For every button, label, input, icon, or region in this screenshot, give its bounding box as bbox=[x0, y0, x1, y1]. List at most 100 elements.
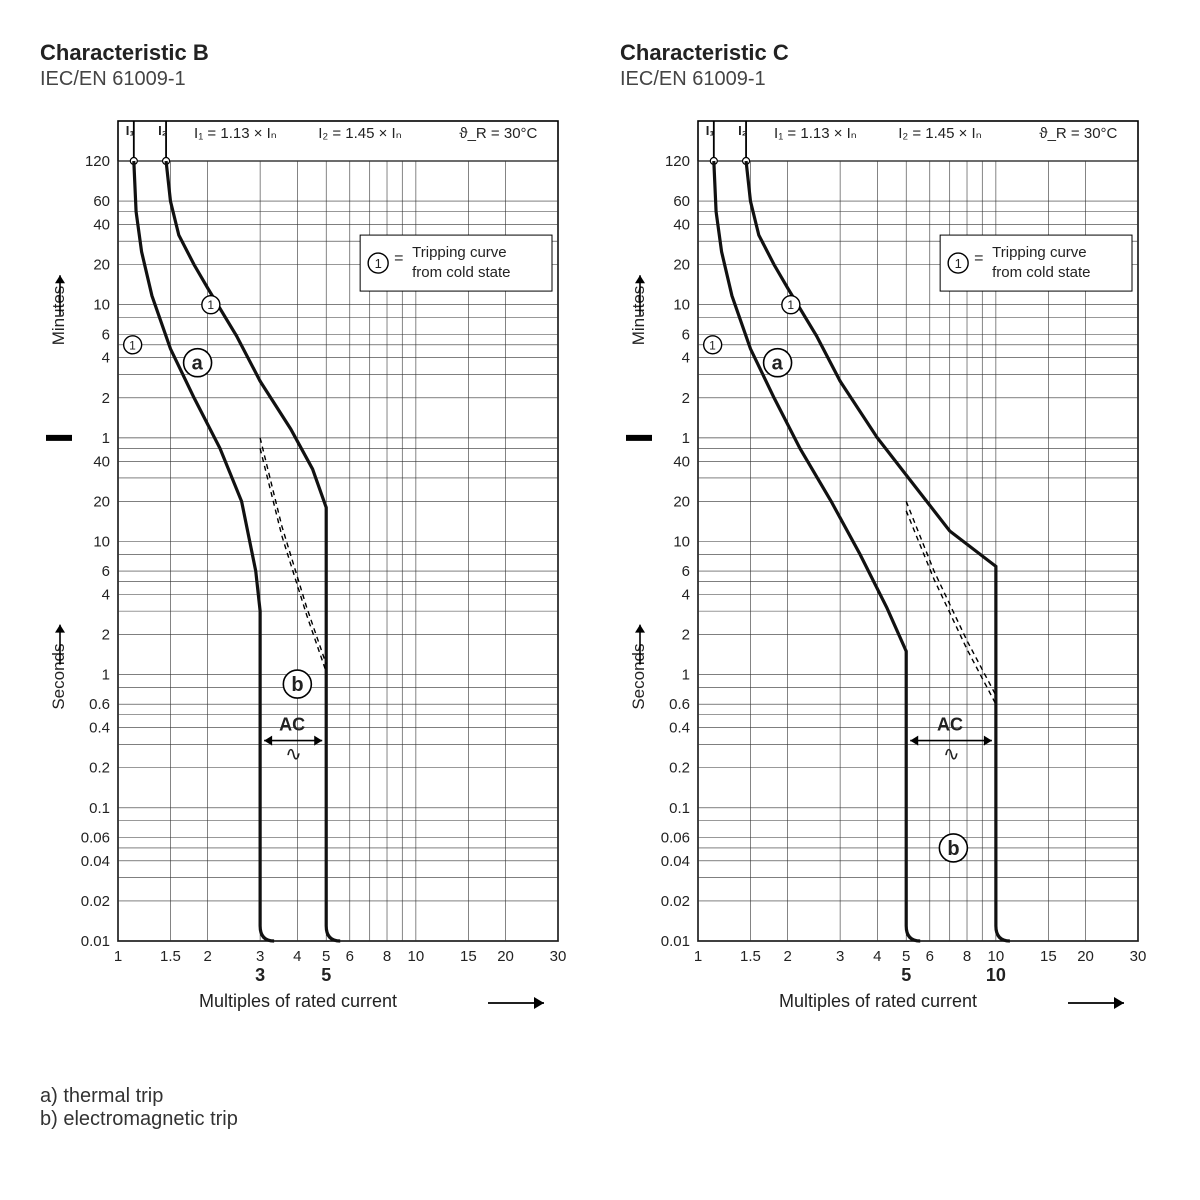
svg-text:Seconds: Seconds bbox=[629, 643, 648, 709]
trip-curve-chart-B: I₁I₂I₁ = 1.13 × IₙI₂ = 1.45 × Iₙϑ_R = 30… bbox=[40, 101, 580, 1061]
svg-text:10: 10 bbox=[93, 534, 110, 551]
svg-text:a: a bbox=[192, 353, 204, 375]
svg-text:I₂: I₂ bbox=[158, 123, 168, 138]
svg-text:=: = bbox=[974, 250, 983, 267]
svg-text:4: 4 bbox=[293, 948, 301, 965]
svg-text:30: 30 bbox=[550, 948, 567, 965]
svg-text:∿: ∿ bbox=[285, 744, 302, 766]
svg-text:from cold state: from cold state bbox=[992, 264, 1090, 281]
svg-text:60: 60 bbox=[673, 193, 690, 210]
svg-text:I₁ = 1.13 × Iₙ: I₁ = 1.13 × Iₙ bbox=[194, 125, 277, 142]
svg-text:10: 10 bbox=[988, 948, 1005, 965]
svg-text:I₁ = 1.13 × Iₙ: I₁ = 1.13 × Iₙ bbox=[774, 125, 857, 142]
svg-text:Minutes: Minutes bbox=[629, 286, 648, 346]
svg-text:Multiples of rated current: Multiples of rated current bbox=[779, 991, 977, 1011]
svg-text:0.4: 0.4 bbox=[669, 720, 690, 737]
svg-text:0.01: 0.01 bbox=[81, 933, 110, 950]
svg-text:0.2: 0.2 bbox=[89, 760, 110, 777]
svg-text:4: 4 bbox=[682, 350, 690, 367]
svg-text:Tripping curve: Tripping curve bbox=[412, 244, 506, 261]
svg-text:20: 20 bbox=[93, 493, 110, 510]
svg-text:I₁: I₁ bbox=[706, 123, 715, 138]
svg-text:10: 10 bbox=[673, 297, 690, 314]
svg-text:2: 2 bbox=[783, 948, 791, 965]
svg-text:1.5: 1.5 bbox=[160, 948, 181, 965]
svg-text:I₁: I₁ bbox=[126, 123, 135, 138]
svg-text:15: 15 bbox=[1040, 948, 1057, 965]
svg-text:1.5: 1.5 bbox=[740, 948, 761, 965]
svg-text:0.06: 0.06 bbox=[81, 829, 110, 846]
svg-text:5: 5 bbox=[902, 948, 910, 965]
svg-text:5: 5 bbox=[321, 965, 331, 985]
svg-text:Tripping curve: Tripping curve bbox=[992, 244, 1086, 261]
svg-text:2: 2 bbox=[203, 948, 211, 965]
svg-text:5: 5 bbox=[901, 965, 911, 985]
svg-text:Multiples of rated current: Multiples of rated current bbox=[199, 991, 397, 1011]
svg-text:a: a bbox=[772, 353, 784, 375]
svg-text:0.02: 0.02 bbox=[81, 893, 110, 910]
svg-text:6: 6 bbox=[102, 563, 110, 580]
svg-text:∿: ∿ bbox=[943, 744, 960, 766]
svg-text:1: 1 bbox=[102, 667, 110, 684]
svg-text:I₂ = 1.45 × Iₙ: I₂ = 1.45 × Iₙ bbox=[318, 125, 402, 142]
svg-text:3: 3 bbox=[256, 948, 264, 965]
svg-text:4: 4 bbox=[873, 948, 881, 965]
svg-text:0.4: 0.4 bbox=[89, 720, 110, 737]
svg-text:2: 2 bbox=[682, 390, 690, 407]
svg-text:0.1: 0.1 bbox=[669, 800, 690, 817]
svg-text:1: 1 bbox=[709, 338, 716, 352]
svg-text:10: 10 bbox=[986, 965, 1006, 985]
svg-text:40: 40 bbox=[93, 453, 110, 470]
svg-text:6: 6 bbox=[926, 948, 934, 965]
svg-text:0.02: 0.02 bbox=[661, 893, 690, 910]
svg-text:120: 120 bbox=[665, 153, 690, 170]
svg-text:I₂: I₂ bbox=[738, 123, 748, 138]
chart-subtitle-B: IEC/EN 61009-1 bbox=[40, 68, 580, 91]
svg-text:30: 30 bbox=[1130, 948, 1147, 965]
svg-text:=: = bbox=[394, 250, 403, 267]
chart-title-B: Characteristic B bbox=[40, 40, 580, 66]
svg-text:0.6: 0.6 bbox=[89, 696, 110, 713]
svg-text:4: 4 bbox=[102, 350, 110, 367]
svg-text:10: 10 bbox=[93, 297, 110, 314]
svg-text:0.2: 0.2 bbox=[669, 760, 690, 777]
svg-text:3: 3 bbox=[255, 965, 265, 985]
svg-text:ϑ_R = 30°C: ϑ_R = 30°C bbox=[1039, 125, 1117, 142]
svg-text:40: 40 bbox=[673, 217, 690, 234]
svg-text:6: 6 bbox=[682, 326, 690, 343]
svg-text:0.04: 0.04 bbox=[81, 853, 110, 870]
svg-text:20: 20 bbox=[93, 257, 110, 274]
svg-text:1: 1 bbox=[694, 948, 702, 965]
svg-text:1: 1 bbox=[114, 948, 122, 965]
svg-text:6: 6 bbox=[682, 563, 690, 580]
svg-text:I₂ = 1.45 × Iₙ: I₂ = 1.45 × Iₙ bbox=[898, 125, 982, 142]
svg-text:from cold state: from cold state bbox=[412, 264, 510, 281]
svg-text:6: 6 bbox=[102, 326, 110, 343]
svg-text:2: 2 bbox=[102, 390, 110, 407]
svg-text:20: 20 bbox=[497, 948, 514, 965]
svg-text:6: 6 bbox=[346, 948, 354, 965]
svg-text:8: 8 bbox=[383, 948, 391, 965]
svg-text:1: 1 bbox=[955, 256, 962, 271]
svg-text:4: 4 bbox=[102, 586, 110, 603]
svg-text:3: 3 bbox=[836, 948, 844, 965]
svg-text:0.01: 0.01 bbox=[661, 933, 690, 950]
svg-text:Minutes: Minutes bbox=[49, 286, 68, 346]
svg-text:1: 1 bbox=[129, 338, 136, 352]
svg-text:60: 60 bbox=[93, 193, 110, 210]
svg-text:20: 20 bbox=[673, 493, 690, 510]
chart-title-C: Characteristic C bbox=[620, 40, 1160, 66]
svg-text:1: 1 bbox=[787, 298, 794, 312]
svg-text:0.6: 0.6 bbox=[669, 696, 690, 713]
svg-text:10: 10 bbox=[408, 948, 425, 965]
svg-text:10: 10 bbox=[673, 534, 690, 551]
svg-text:1: 1 bbox=[375, 256, 382, 271]
svg-text:15: 15 bbox=[460, 948, 477, 965]
svg-text:4: 4 bbox=[682, 586, 690, 603]
svg-text:5: 5 bbox=[322, 948, 330, 965]
svg-text:20: 20 bbox=[1077, 948, 1094, 965]
footnote-b: b) electromagnetic trip bbox=[40, 1108, 1160, 1131]
svg-text:2: 2 bbox=[682, 627, 690, 644]
footnote-a: a) thermal trip bbox=[40, 1085, 1160, 1108]
svg-text:AC: AC bbox=[279, 715, 305, 735]
